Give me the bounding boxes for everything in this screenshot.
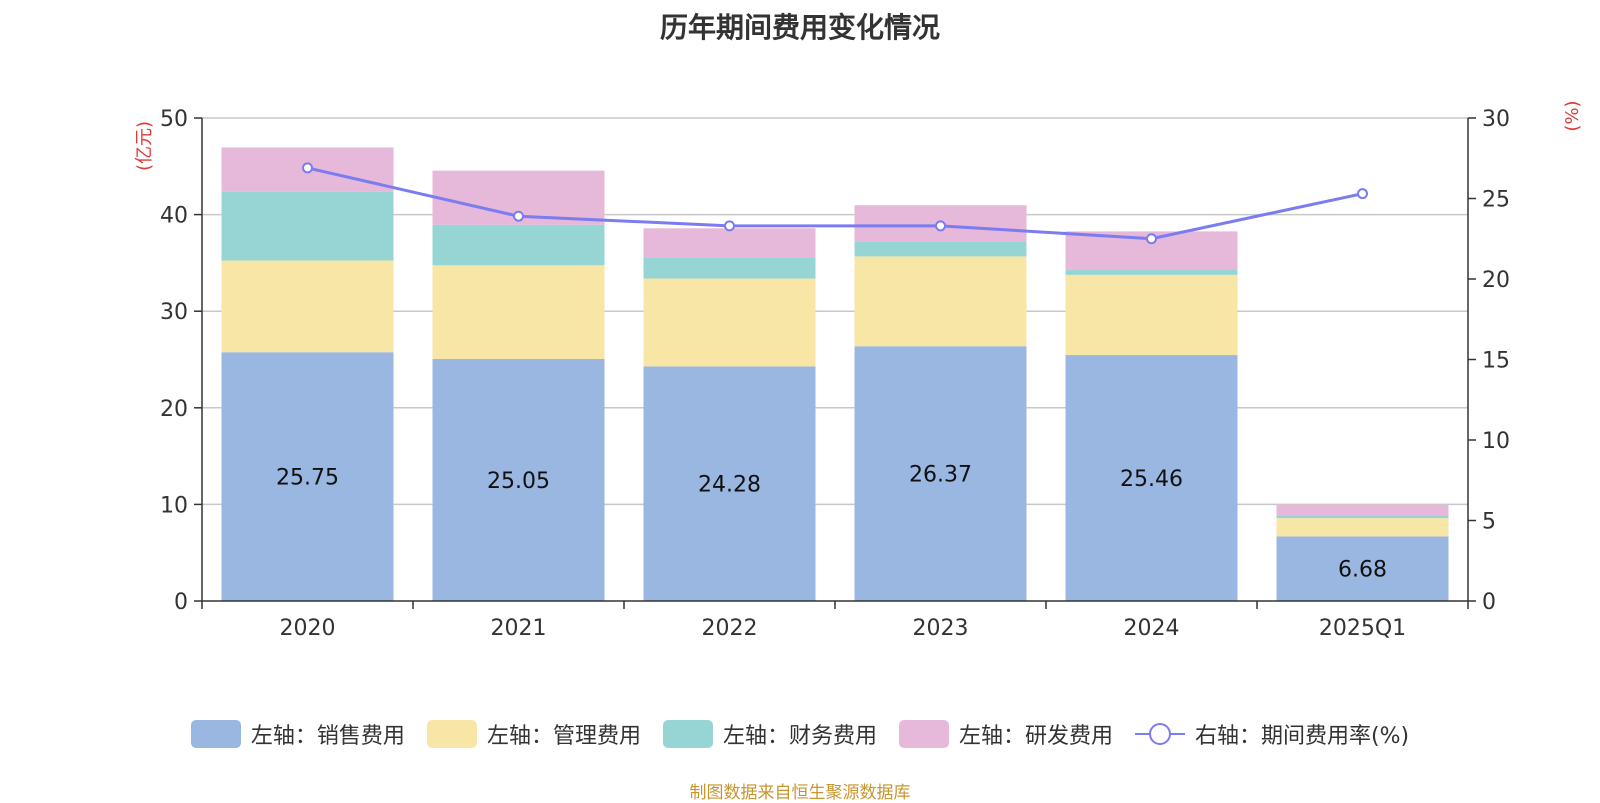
rate-point: [724, 220, 735, 232]
bar-data-label: 26.37: [909, 463, 972, 488]
bar-sales: [854, 346, 1027, 601]
x-tick-label: 2020: [280, 616, 336, 641]
right-tick-label: 10: [1482, 429, 1510, 454]
x-tick-label: 2024: [1124, 616, 1180, 641]
bar-data-label: 25.75: [276, 466, 339, 491]
rate-point: [935, 220, 946, 232]
bar-sales: [1065, 355, 1238, 601]
right-tick-label: 0: [1482, 590, 1496, 615]
rate-point: [1146, 233, 1157, 245]
right-tick-label: 5: [1482, 510, 1496, 535]
x-tick-label: 2021: [491, 616, 547, 641]
legend-swatch: [662, 720, 713, 748]
bar-admin: [643, 278, 816, 367]
legend-swatch: [426, 720, 477, 748]
chart-plot: 0 10 20 30 40 50 0 5 10 15 20 25 30 2020 2021 2022 2023 2…: [134, 100, 1583, 641]
bar-finance: [1276, 515, 1449, 519]
left-tick-label: 0: [174, 590, 188, 615]
legend-label: 左轴：研发费用: [958, 724, 1113, 749]
x-tick-label: 2023: [913, 616, 969, 641]
bar-stack-group: [221, 147, 1449, 601]
bar-sales: [221, 352, 394, 601]
bar-admin: [432, 265, 605, 360]
bar-data-label: 25.46: [1120, 467, 1183, 492]
rate-line-group: [302, 162, 1368, 245]
bar-finance: [854, 241, 1027, 257]
axes: 0 10 20 30 40 50 0 5 10 15 20 25 30 2020 2021 2022 2023 2…: [134, 100, 1583, 641]
bar-finance: [1065, 270, 1238, 275]
bar-rnd: [643, 228, 816, 258]
left-tick-label: 40: [160, 204, 188, 229]
chart-title: 历年期间费用变化情况: [659, 11, 940, 44]
bar-data-label: 24.28: [698, 473, 761, 498]
legend-label: 左轴：财务费用: [722, 724, 877, 749]
left-tick-label: 50: [160, 107, 188, 132]
right-tick-label: 30: [1482, 107, 1510, 132]
rate-point: [302, 162, 313, 174]
bar-sales: [432, 359, 605, 601]
right-tick-label: 25: [1482, 188, 1510, 213]
x-tick-label: 2025Q1: [1319, 616, 1406, 641]
legend-item-finance[interactable]: 左轴：财务费用: [662, 718, 877, 750]
x-tick-label: 2022: [702, 616, 758, 641]
right-tick-label: 20: [1482, 268, 1510, 293]
bar-rnd: [1276, 504, 1449, 516]
right-axis-unit: (%): [1562, 100, 1583, 131]
rate-line: [307, 166, 1363, 241]
legend-swatch: [190, 720, 241, 748]
chart-legend: 左轴：销售费用 左轴：管理费用 左轴：财务费用 左轴：研发费用 右轴：期间费用率(%): [0, 718, 1600, 750]
grid-lines: [202, 117, 1468, 506]
legend-item-admin[interactable]: 左轴：管理费用: [426, 718, 641, 750]
left-axis-unit: (亿元): [134, 121, 155, 171]
legend-line-marker: [1134, 723, 1185, 745]
source-note: 制图数据来自恒生聚源数据库: [689, 783, 911, 803]
legend-item-rate_line[interactable]: 右轴：期间费用率(%): [1134, 718, 1410, 750]
legend-swatch: [898, 720, 949, 748]
right-tick-label: 15: [1482, 349, 1510, 374]
data-labels: 25.75 25.05 24.28 26.37 25.46 6.68: [276, 463, 1387, 583]
bar-admin: [1065, 274, 1238, 356]
left-tick-label: 20: [160, 397, 188, 422]
legend-label: 左轴：销售费用: [250, 724, 405, 749]
legend-label: 左轴：管理费用: [486, 724, 641, 749]
bar-finance: [643, 257, 816, 279]
bar-admin: [1276, 518, 1449, 537]
bar-finance: [432, 224, 605, 266]
legend-item-sales[interactable]: 左轴：销售费用: [190, 718, 405, 750]
rate-point: [513, 210, 524, 222]
left-tick-label: 30: [160, 300, 188, 325]
bar-admin: [854, 256, 1027, 347]
bar-finance: [221, 191, 394, 261]
rate-point: [1357, 188, 1368, 200]
bar-data-label: 25.05: [487, 469, 550, 494]
bar-data-label: 6.68: [1338, 558, 1387, 583]
legend-label: 右轴：期间费用率(%): [1194, 724, 1410, 749]
bar-sales: [1276, 536, 1449, 601]
bar-admin: [221, 260, 394, 353]
legend-item-rnd[interactable]: 左轴：研发费用: [898, 718, 1113, 750]
left-tick-label: 10: [160, 493, 188, 518]
bar-sales: [643, 366, 816, 601]
